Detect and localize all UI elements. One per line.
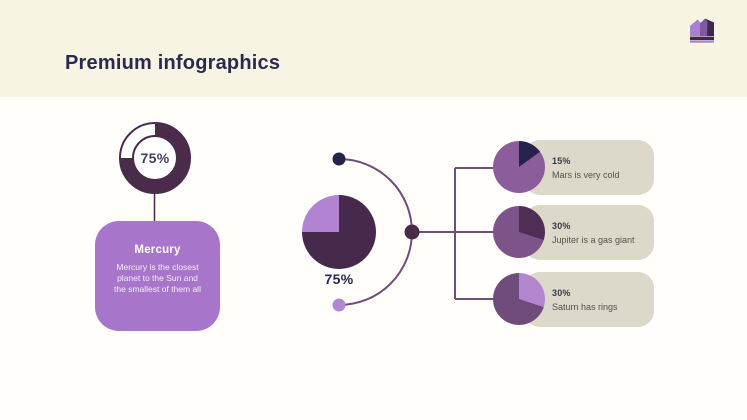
- header-band: Premium infographics: [0, 0, 747, 97]
- stat-card-mars: 15% Mars is very cold: [524, 140, 654, 195]
- stat-percent: 30%: [552, 220, 571, 231]
- stat-description: Saturn has rings: [552, 301, 618, 312]
- mercury-card-title: Mercury: [134, 244, 181, 256]
- stat-card-jupiter: 30% Jupiter is a gas giant: [524, 205, 654, 260]
- stat-percent: 15%: [552, 155, 571, 166]
- mercury-card-description: Mercury is the closest planet to the Sun…: [114, 262, 201, 294]
- crown-icon: [690, 18, 714, 43]
- mercury-card: Mercury Mercury is the closest planet to…: [95, 221, 220, 331]
- arc-top-dot: [332, 152, 346, 166]
- arc-middle-dot: [404, 224, 420, 240]
- mars-pie-chart: [493, 141, 545, 193]
- bracket-lines: [454, 167, 494, 300]
- stat-description: Mars is very cold: [552, 169, 620, 180]
- stat-card-saturn: 30% Saturn has rings: [524, 272, 654, 327]
- donut-value-label: 75%: [132, 135, 178, 181]
- mercury-donut-chart: 75%: [119, 122, 191, 194]
- page-title: Premium infographics: [65, 52, 281, 74]
- stat-percent: 30%: [552, 287, 571, 298]
- main-pie-value-label: 75%: [324, 271, 354, 287]
- saturn-pie-chart: [493, 273, 545, 325]
- arc-bottom-dot: [332, 298, 346, 312]
- stat-description: Jupiter is a gas giant: [552, 234, 635, 245]
- main-pie-chart: [302, 195, 376, 269]
- jupiter-pie-chart: [493, 206, 545, 258]
